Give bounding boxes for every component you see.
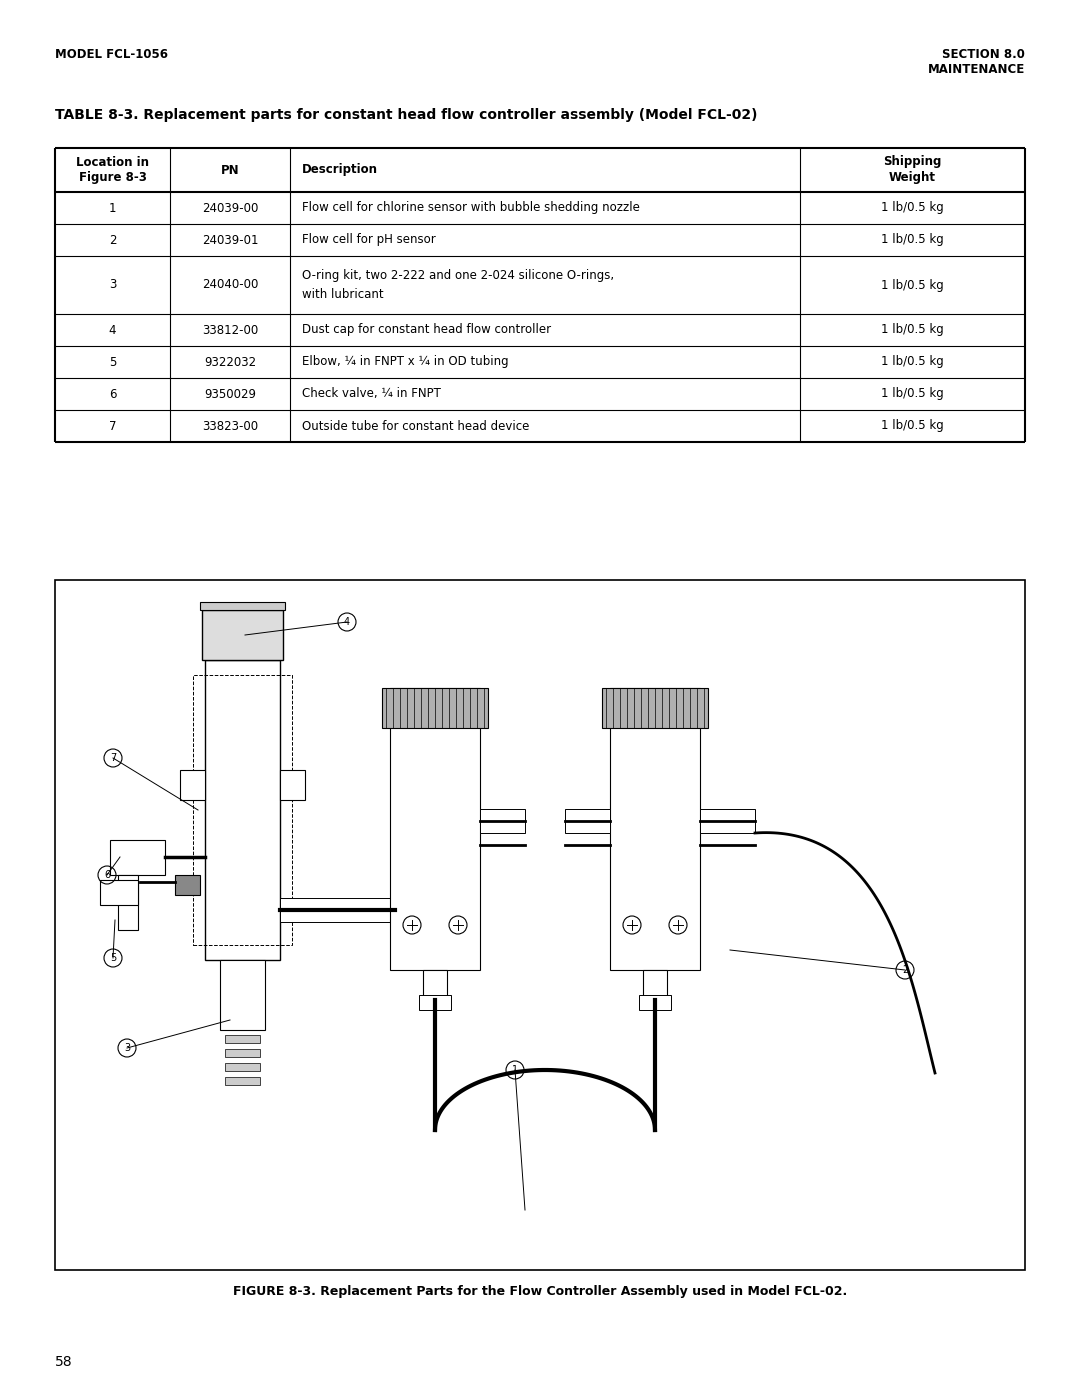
Text: 33812-00: 33812-00	[202, 324, 258, 337]
Text: 9350029: 9350029	[204, 387, 256, 401]
Bar	[225, 1035, 260, 1044]
Text: 1 lb/0.5 kg: 1 lb/0.5 kg	[881, 201, 944, 215]
Text: Flow cell for chlorine sensor with bubble shedding nozzle: Flow cell for chlorine sensor with bubbl…	[302, 201, 639, 215]
Text: Elbow, ¼ in FNPT x ¼ in OD tubing: Elbow, ¼ in FNPT x ¼ in OD tubing	[302, 355, 509, 369]
Text: 1 lb/0.5 kg: 1 lb/0.5 kg	[881, 419, 944, 433]
Bar	[175, 875, 200, 895]
Bar	[118, 875, 138, 930]
Text: 1 lb/0.5 kg: 1 lb/0.5 kg	[881, 324, 944, 337]
Text: Dust cap for constant head flow controller: Dust cap for constant head flow controll…	[302, 324, 551, 337]
Text: 33823-00: 33823-00	[202, 419, 258, 433]
Text: 24040-00: 24040-00	[202, 278, 258, 292]
Text: TABLE 8-3. Replacement parts for constant head flow controller assembly (Model F: TABLE 8-3. Replacement parts for constan…	[55, 108, 757, 122]
Text: 9322032: 9322032	[204, 355, 256, 369]
Circle shape	[669, 916, 687, 935]
Text: 24039-00: 24039-00	[202, 201, 258, 215]
Bar	[565, 809, 610, 833]
Text: SECTION 8.0: SECTION 8.0	[942, 47, 1025, 61]
Text: 5: 5	[109, 355, 117, 369]
Text: 2: 2	[109, 233, 117, 246]
Bar	[610, 687, 700, 970]
Bar	[225, 1049, 260, 1058]
Text: Weight: Weight	[889, 172, 936, 184]
Circle shape	[623, 916, 642, 935]
Text: 1: 1	[109, 201, 117, 215]
Text: with lubricant: with lubricant	[302, 288, 383, 300]
Text: Description: Description	[302, 163, 378, 176]
Bar	[602, 687, 708, 728]
Bar	[110, 840, 165, 875]
Text: PN: PN	[220, 163, 240, 176]
Bar	[220, 960, 265, 1030]
Text: 4: 4	[343, 617, 350, 627]
Bar	[193, 675, 292, 944]
Bar	[202, 610, 283, 659]
Bar	[643, 970, 667, 1000]
Bar	[225, 1063, 260, 1071]
Text: O-ring kit, two 2-222 and one 2-024 silicone O-rings,: O-ring kit, two 2-222 and one 2-024 sili…	[302, 270, 615, 282]
Text: FIGURE 8-3. Replacement Parts for the Flow Controller Assembly used in Model FCL: FIGURE 8-3. Replacement Parts for the Fl…	[233, 1285, 847, 1298]
Text: 1 lb/0.5 kg: 1 lb/0.5 kg	[881, 278, 944, 292]
Bar	[480, 809, 525, 833]
Text: Shipping: Shipping	[883, 155, 942, 169]
Circle shape	[449, 916, 467, 935]
Text: Flow cell for pH sensor: Flow cell for pH sensor	[302, 233, 435, 246]
Bar	[423, 970, 447, 1000]
Bar	[200, 602, 285, 610]
Bar	[390, 687, 480, 970]
Text: 1 lb/0.5 kg: 1 lb/0.5 kg	[881, 355, 944, 369]
Text: MAINTENANCE: MAINTENANCE	[928, 63, 1025, 75]
Text: 24039-01: 24039-01	[202, 233, 258, 246]
Text: Figure 8-3: Figure 8-3	[79, 172, 147, 184]
Bar	[100, 880, 138, 905]
Circle shape	[403, 916, 421, 935]
Bar	[205, 659, 280, 960]
Text: 1 lb/0.5 kg: 1 lb/0.5 kg	[881, 387, 944, 401]
Text: 58: 58	[55, 1355, 72, 1369]
Bar	[55, 580, 1025, 1270]
Bar	[280, 770, 305, 800]
Text: 7: 7	[109, 419, 117, 433]
Text: 5: 5	[110, 953, 117, 963]
Text: Check valve, ¼ in FNPT: Check valve, ¼ in FNPT	[302, 387, 441, 401]
Text: 1 lb/0.5 kg: 1 lb/0.5 kg	[881, 233, 944, 246]
Text: 6: 6	[109, 387, 117, 401]
Bar	[639, 995, 671, 1010]
Text: 1: 1	[512, 1065, 518, 1076]
Text: 3: 3	[109, 278, 117, 292]
Bar	[280, 898, 395, 922]
Text: 6: 6	[104, 870, 110, 880]
Bar	[419, 995, 451, 1010]
Text: 4: 4	[109, 324, 117, 337]
Bar	[225, 1077, 260, 1085]
Text: Location in: Location in	[76, 155, 149, 169]
Bar	[180, 770, 205, 800]
Bar	[700, 809, 755, 833]
Bar	[382, 687, 488, 728]
Text: Outside tube for constant head device: Outside tube for constant head device	[302, 419, 529, 433]
Text: MODEL FCL-1056: MODEL FCL-1056	[55, 47, 168, 61]
Text: 2: 2	[902, 965, 908, 975]
Text: 7: 7	[110, 753, 117, 763]
Text: 3: 3	[124, 1044, 130, 1053]
